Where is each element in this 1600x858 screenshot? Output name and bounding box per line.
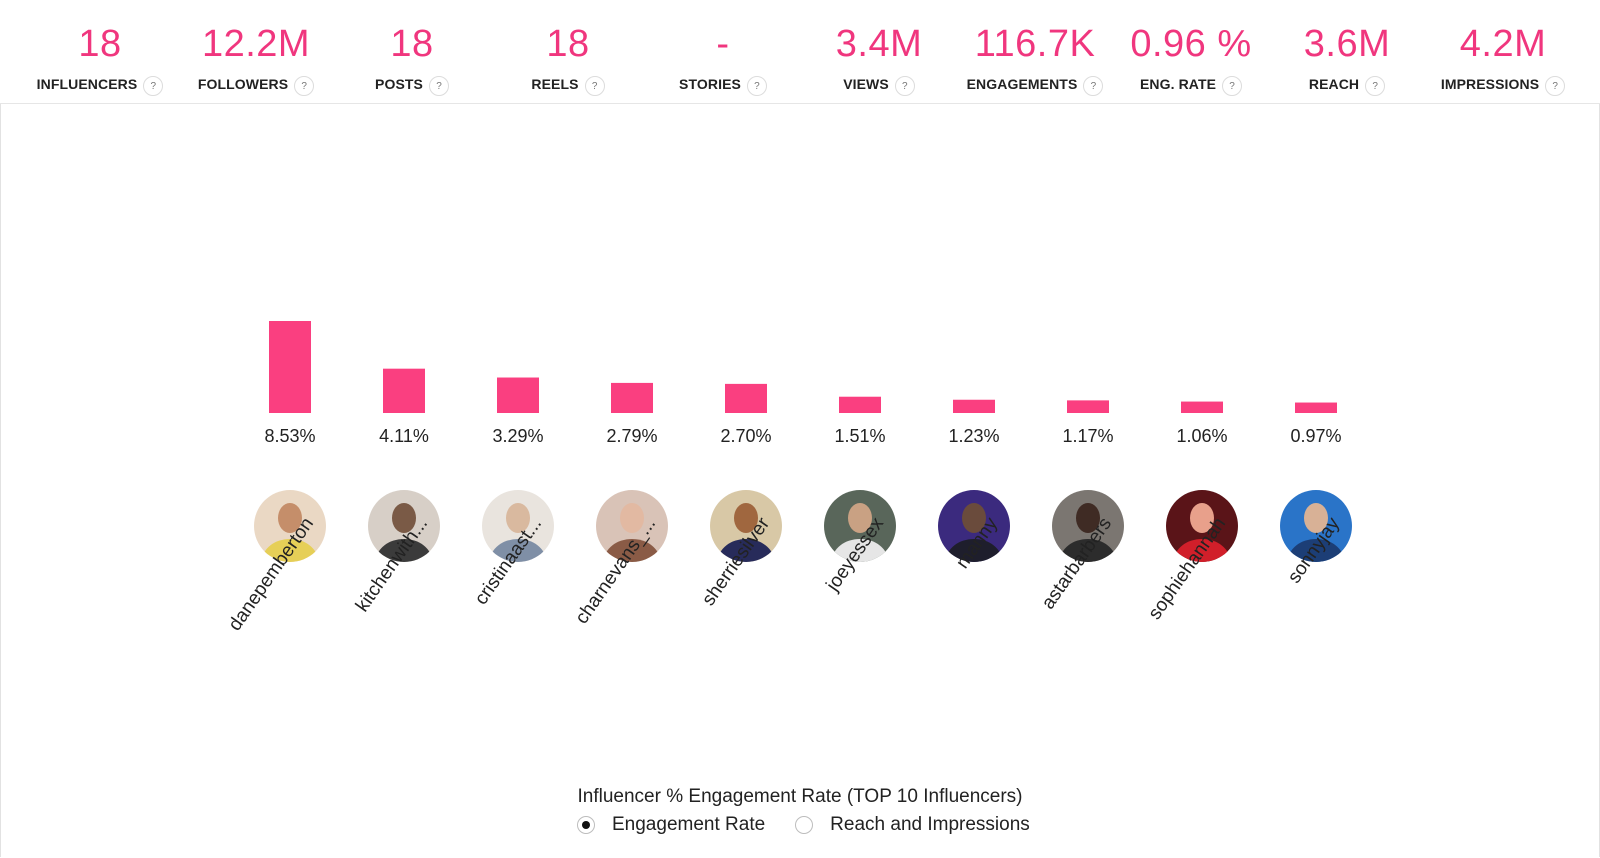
stat-stories: - STORIES? bbox=[643, 0, 803, 96]
data-label: 3.29% bbox=[492, 426, 543, 446]
stat-value: - bbox=[716, 23, 730, 65]
influencer-avatar[interactable] bbox=[482, 490, 554, 583]
help-icon[interactable]: ? bbox=[746, 76, 767, 96]
stat-value: 3.4M bbox=[835, 23, 923, 65]
reach-impressions-radio[interactable] bbox=[795, 816, 814, 834]
engagement-rate-radio[interactable] bbox=[577, 816, 595, 834]
data-label: 1.06% bbox=[1176, 426, 1227, 446]
help-icon[interactable]: ? bbox=[1545, 76, 1566, 96]
help-icon[interactable]: ? bbox=[143, 76, 164, 96]
chart-title: Influencer % Engagement Rate (TOP 10 Inf… bbox=[577, 786, 1023, 807]
data-label: 2.79% bbox=[606, 426, 657, 446]
data-label: 4.11% bbox=[379, 426, 429, 446]
data-label: 2.70% bbox=[720, 426, 771, 446]
stat-posts: 18 POSTS? bbox=[332, 0, 492, 96]
stat-impressions: 4.2M IMPRESSIONS? bbox=[1423, 0, 1583, 96]
bar-8[interactable] bbox=[1181, 401, 1223, 413]
stat-value: 4.2M bbox=[1459, 23, 1547, 65]
stat-value: 18 bbox=[546, 23, 590, 65]
stats-bar: 18 INFLUENCERS? 12.2M FOLLOWERS? 18 POST… bbox=[0, 0, 1600, 104]
stat-label: INFLUENCERS bbox=[36, 76, 138, 92]
chart-svg: 8.53% 4.11% 3.29% 2.79% 2.70% 1.51% 1.23% 1.17%… bbox=[225, 321, 1352, 635]
chart-caption: Influencer % Engagement Rate (TOP 10 Inf… bbox=[0, 776, 1600, 836]
influencer-avatar[interactable] bbox=[1052, 490, 1124, 583]
influencer-avatar[interactable] bbox=[596, 490, 668, 583]
help-icon[interactable]: ? bbox=[1083, 76, 1104, 96]
stat-label: FOLLOWERS bbox=[197, 76, 289, 92]
bar-5[interactable] bbox=[839, 396, 881, 413]
influencer-avatar[interactable] bbox=[254, 490, 326, 583]
stat-label: VIEWS bbox=[843, 76, 889, 92]
data-label: 1.17% bbox=[1062, 426, 1113, 446]
influencer-avatar[interactable] bbox=[824, 490, 896, 583]
reach-impressions-label[interactable]: Reach and Impressions bbox=[830, 814, 1030, 835]
stat-views: 3.4M VIEWS? bbox=[799, 0, 959, 96]
bar-3[interactable] bbox=[611, 382, 653, 413]
stat-label: REELS bbox=[531, 76, 579, 92]
engagement-rate-option[interactable]: Engagement Rate bbox=[577, 814, 765, 836]
stat-reels: 18 REELS? bbox=[488, 0, 648, 96]
stat-label: ENGAGEMENTS bbox=[966, 76, 1078, 92]
stat-followers: 12.2M FOLLOWERS? bbox=[176, 0, 336, 96]
bar-0[interactable] bbox=[269, 321, 311, 413]
bar-6[interactable] bbox=[953, 399, 995, 413]
stat-label: STORIES bbox=[679, 76, 741, 92]
help-icon[interactable]: ? bbox=[294, 76, 315, 96]
bar-7[interactable] bbox=[1067, 400, 1109, 413]
help-icon[interactable]: ? bbox=[428, 76, 449, 96]
stat-value: 3.6M bbox=[1303, 23, 1391, 65]
help-icon[interactable]: ? bbox=[1365, 76, 1386, 96]
engagement-rate-label[interactable]: Engagement Rate bbox=[612, 814, 766, 835]
stat-value: 18 bbox=[390, 23, 434, 65]
stat-eng-rate: 0.96 % ENG. RATE? bbox=[1111, 0, 1271, 96]
bar-4[interactable] bbox=[725, 383, 767, 413]
influencer-avatar[interactable] bbox=[938, 490, 1010, 583]
stat-label: ENG. RATE bbox=[1139, 76, 1217, 92]
data-label: 0.97% bbox=[1290, 426, 1341, 446]
stat-value: 12.2M bbox=[201, 23, 311, 65]
stat-label: POSTS bbox=[375, 76, 423, 92]
data-label: 8.53% bbox=[264, 426, 315, 446]
influencer-avatar[interactable] bbox=[1166, 490, 1238, 583]
stat-label: REACH bbox=[1308, 76, 1360, 92]
influencer-avatar[interactable] bbox=[710, 490, 782, 583]
reach-impressions-option[interactable]: Reach and Impressions bbox=[795, 814, 1030, 836]
chart-mode-toggle: Engagement Rate Reach and Impressions bbox=[577, 814, 1030, 836]
bar-1[interactable] bbox=[383, 368, 425, 413]
stat-value: 18 bbox=[78, 23, 122, 65]
help-icon[interactable]: ? bbox=[894, 76, 915, 96]
stat-label: IMPRESSIONS bbox=[1440, 76, 1540, 92]
data-label: 1.51% bbox=[834, 426, 885, 446]
influencer-avatar[interactable] bbox=[368, 490, 440, 583]
bar-2[interactable] bbox=[497, 377, 539, 413]
bar-9[interactable] bbox=[1295, 402, 1337, 413]
help-icon[interactable]: ? bbox=[1222, 76, 1243, 96]
stat-value: 116.7K bbox=[974, 23, 1096, 65]
stat-engagements: 116.7K ENGAGEMENTS? bbox=[955, 0, 1115, 96]
stat-influencers: 18 INFLUENCERS? bbox=[20, 0, 180, 96]
stat-value: 0.96 % bbox=[1130, 23, 1252, 65]
stat-reach: 3.6M REACH? bbox=[1267, 0, 1427, 96]
data-label: 1.23% bbox=[948, 426, 999, 446]
engagement-bar-chart: 8.53% 4.11% 3.29% 2.79% 2.70% 1.51% 1.23% 1.17%… bbox=[0, 103, 1600, 663]
influencer-avatar[interactable] bbox=[1280, 490, 1352, 583]
help-icon[interactable]: ? bbox=[584, 76, 605, 96]
